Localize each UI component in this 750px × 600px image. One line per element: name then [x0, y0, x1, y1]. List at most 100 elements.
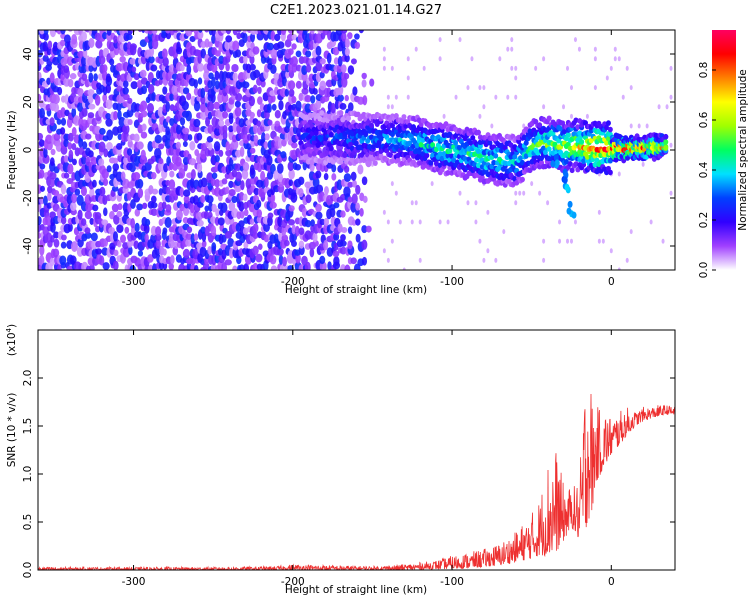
- spectrogram-noise-blob: [146, 102, 155, 114]
- spectrogram-noise-blob: [333, 57, 339, 65]
- spectrogram-noise-blob: [71, 142, 77, 151]
- spectrogram-trace-blob: [428, 160, 434, 166]
- spectrogram-noise-blob: [225, 35, 233, 43]
- spectrogram-noise-blob: [280, 151, 287, 159]
- spectrogram-noise-blob: [148, 55, 155, 64]
- spectrogram-noise-blob: [142, 202, 148, 210]
- spectrogram-noise-blob: [629, 85, 633, 91]
- spectrogram-noise-blob: [106, 165, 112, 173]
- spectrogram-trace-blob: [558, 126, 564, 132]
- spectrogram-noise-blob: [270, 94, 276, 103]
- spectrogram-trace-blob: [477, 153, 483, 159]
- spectrogram-noise-blob: [382, 56, 386, 62]
- spectrogram-trace-blob: [395, 157, 401, 163]
- spectrogram-noise-blob: [518, 190, 522, 196]
- spectrogram-noise-blob: [165, 126, 171, 136]
- spectrogram-noise-blob: [249, 63, 256, 71]
- spectrogram-noise-blob: [334, 99, 340, 110]
- spectrogram-noise-blob: [264, 133, 270, 141]
- spectrogram-noise-blob: [410, 200, 414, 206]
- spectrogram-noise-blob: [236, 32, 242, 40]
- spectrogram-noise-blob: [126, 148, 133, 156]
- spectrogram-noise-blob: [140, 131, 148, 139]
- spectrogram-noise-blob: [182, 87, 190, 95]
- spectrogram-noise-blob: [253, 123, 258, 135]
- spectrogram-noise-blob: [67, 132, 74, 142]
- spectrogram-noise-blob: [103, 178, 109, 186]
- spectrogram-trace-blob: [575, 124, 581, 130]
- spectrogram-noise-blob: [129, 43, 137, 51]
- spectrogram-noise-blob: [98, 158, 105, 167]
- spectrogram-noise-blob: [217, 92, 224, 104]
- spectrogram-noise-blob: [49, 72, 55, 84]
- spectrogram-noise-blob: [569, 85, 573, 91]
- spectrogram-noise-blob: [66, 178, 74, 185]
- spectrogram-noise-blob: [239, 210, 245, 219]
- spectrogram-noise-blob: [218, 119, 225, 127]
- spectrogram-noise-blob: [350, 202, 357, 213]
- spectrogram-noise-blob: [145, 60, 151, 72]
- spectrogram-noise-blob: [665, 104, 669, 110]
- spectrogram-noise-blob: [151, 30, 158, 35]
- spectrogram-trace-blob: [349, 130, 355, 137]
- spectrogram-noise-blob: [114, 47, 120, 56]
- spectrogram-noise-blob: [256, 109, 262, 118]
- spectrogram-noise-blob: [502, 229, 506, 235]
- spectrogram-noise-blob: [235, 92, 243, 102]
- spectrogram-noise-blob: [99, 186, 106, 197]
- spectrogram-trace-blob: [361, 111, 367, 118]
- spectrogram-noise-blob: [281, 225, 287, 237]
- spectrogram-x-axis-label: Height of straight line (km): [285, 284, 427, 296]
- spectrogram-noise-blob: [305, 194, 312, 204]
- spectrogram-noise-blob: [442, 113, 446, 119]
- spectrogram-noise-blob: [566, 238, 570, 244]
- spectrogram-noise-blob: [49, 172, 57, 180]
- spectrogram-noise-blob: [269, 255, 277, 265]
- spectrogram-noise-blob: [291, 96, 297, 104]
- spectrogram-noise-blob: [361, 176, 368, 186]
- spectrogram-noise-blob: [225, 62, 230, 72]
- spectrogram-noise-blob: [84, 227, 91, 235]
- colorbar-gradient: [712, 30, 736, 270]
- spectrogram-noise-blob: [309, 247, 315, 258]
- spectrogram-noise-blob: [88, 72, 94, 83]
- spectrogram-noise-blob: [243, 263, 250, 270]
- spectrogram-noise-blob: [331, 164, 337, 173]
- spectrogram-noise-blob: [344, 54, 350, 63]
- spectrogram-trace-blob: [523, 140, 529, 146]
- spectrogram-noise-blob: [94, 211, 102, 220]
- spectrogram-noise-blob: [324, 186, 329, 195]
- spectrogram-trace-blob: [506, 160, 512, 167]
- spectrogram-noise-blob: [234, 106, 242, 118]
- spectrogram-noise-blob: [43, 195, 48, 206]
- spectrogram-trace-blob: [355, 111, 361, 118]
- spectrogram-noise-blob: [347, 181, 354, 188]
- spectrogram-noise-blob: [101, 168, 109, 180]
- spectrogram-noise-blob: [188, 158, 197, 166]
- spectrogram-noise-blob: [295, 100, 302, 112]
- spectrogram-noise-blob: [123, 30, 128, 33]
- spectrogram-noise-blob: [566, 65, 570, 71]
- spectrogram-trace-blob: [368, 122, 374, 129]
- spectrogram-noise-blob: [193, 233, 199, 241]
- spectrogram-noise-blob: [210, 225, 217, 237]
- spectrogram-noise-blob: [474, 200, 478, 206]
- spectrogram-noise-blob: [204, 85, 210, 93]
- spectrogram-noise-blob: [234, 184, 242, 193]
- spectrogram-noise-blob: [38, 139, 45, 147]
- spectrogram-noise-blob: [305, 50, 312, 58]
- spectrogram-trace-blob: [556, 137, 562, 144]
- spectrogram-noise-blob: [150, 201, 158, 209]
- spectrogram-noise-blob: [304, 220, 312, 228]
- spectrogram-noise-blob: [133, 133, 140, 143]
- spectrogram-trace-blob: [566, 207, 572, 215]
- spectrogram-noise-blob: [365, 225, 372, 233]
- spectrogram-noise-blob: [189, 35, 196, 43]
- spectrogram-noise-blob: [113, 110, 118, 121]
- spectrogram-noise-blob: [60, 184, 67, 195]
- spectrogram-noise-blob: [315, 61, 323, 72]
- spectrogram-noise-blob: [40, 185, 45, 192]
- spectrogram-noise-blob: [274, 120, 281, 127]
- spectrogram-trace-blob: [546, 115, 552, 122]
